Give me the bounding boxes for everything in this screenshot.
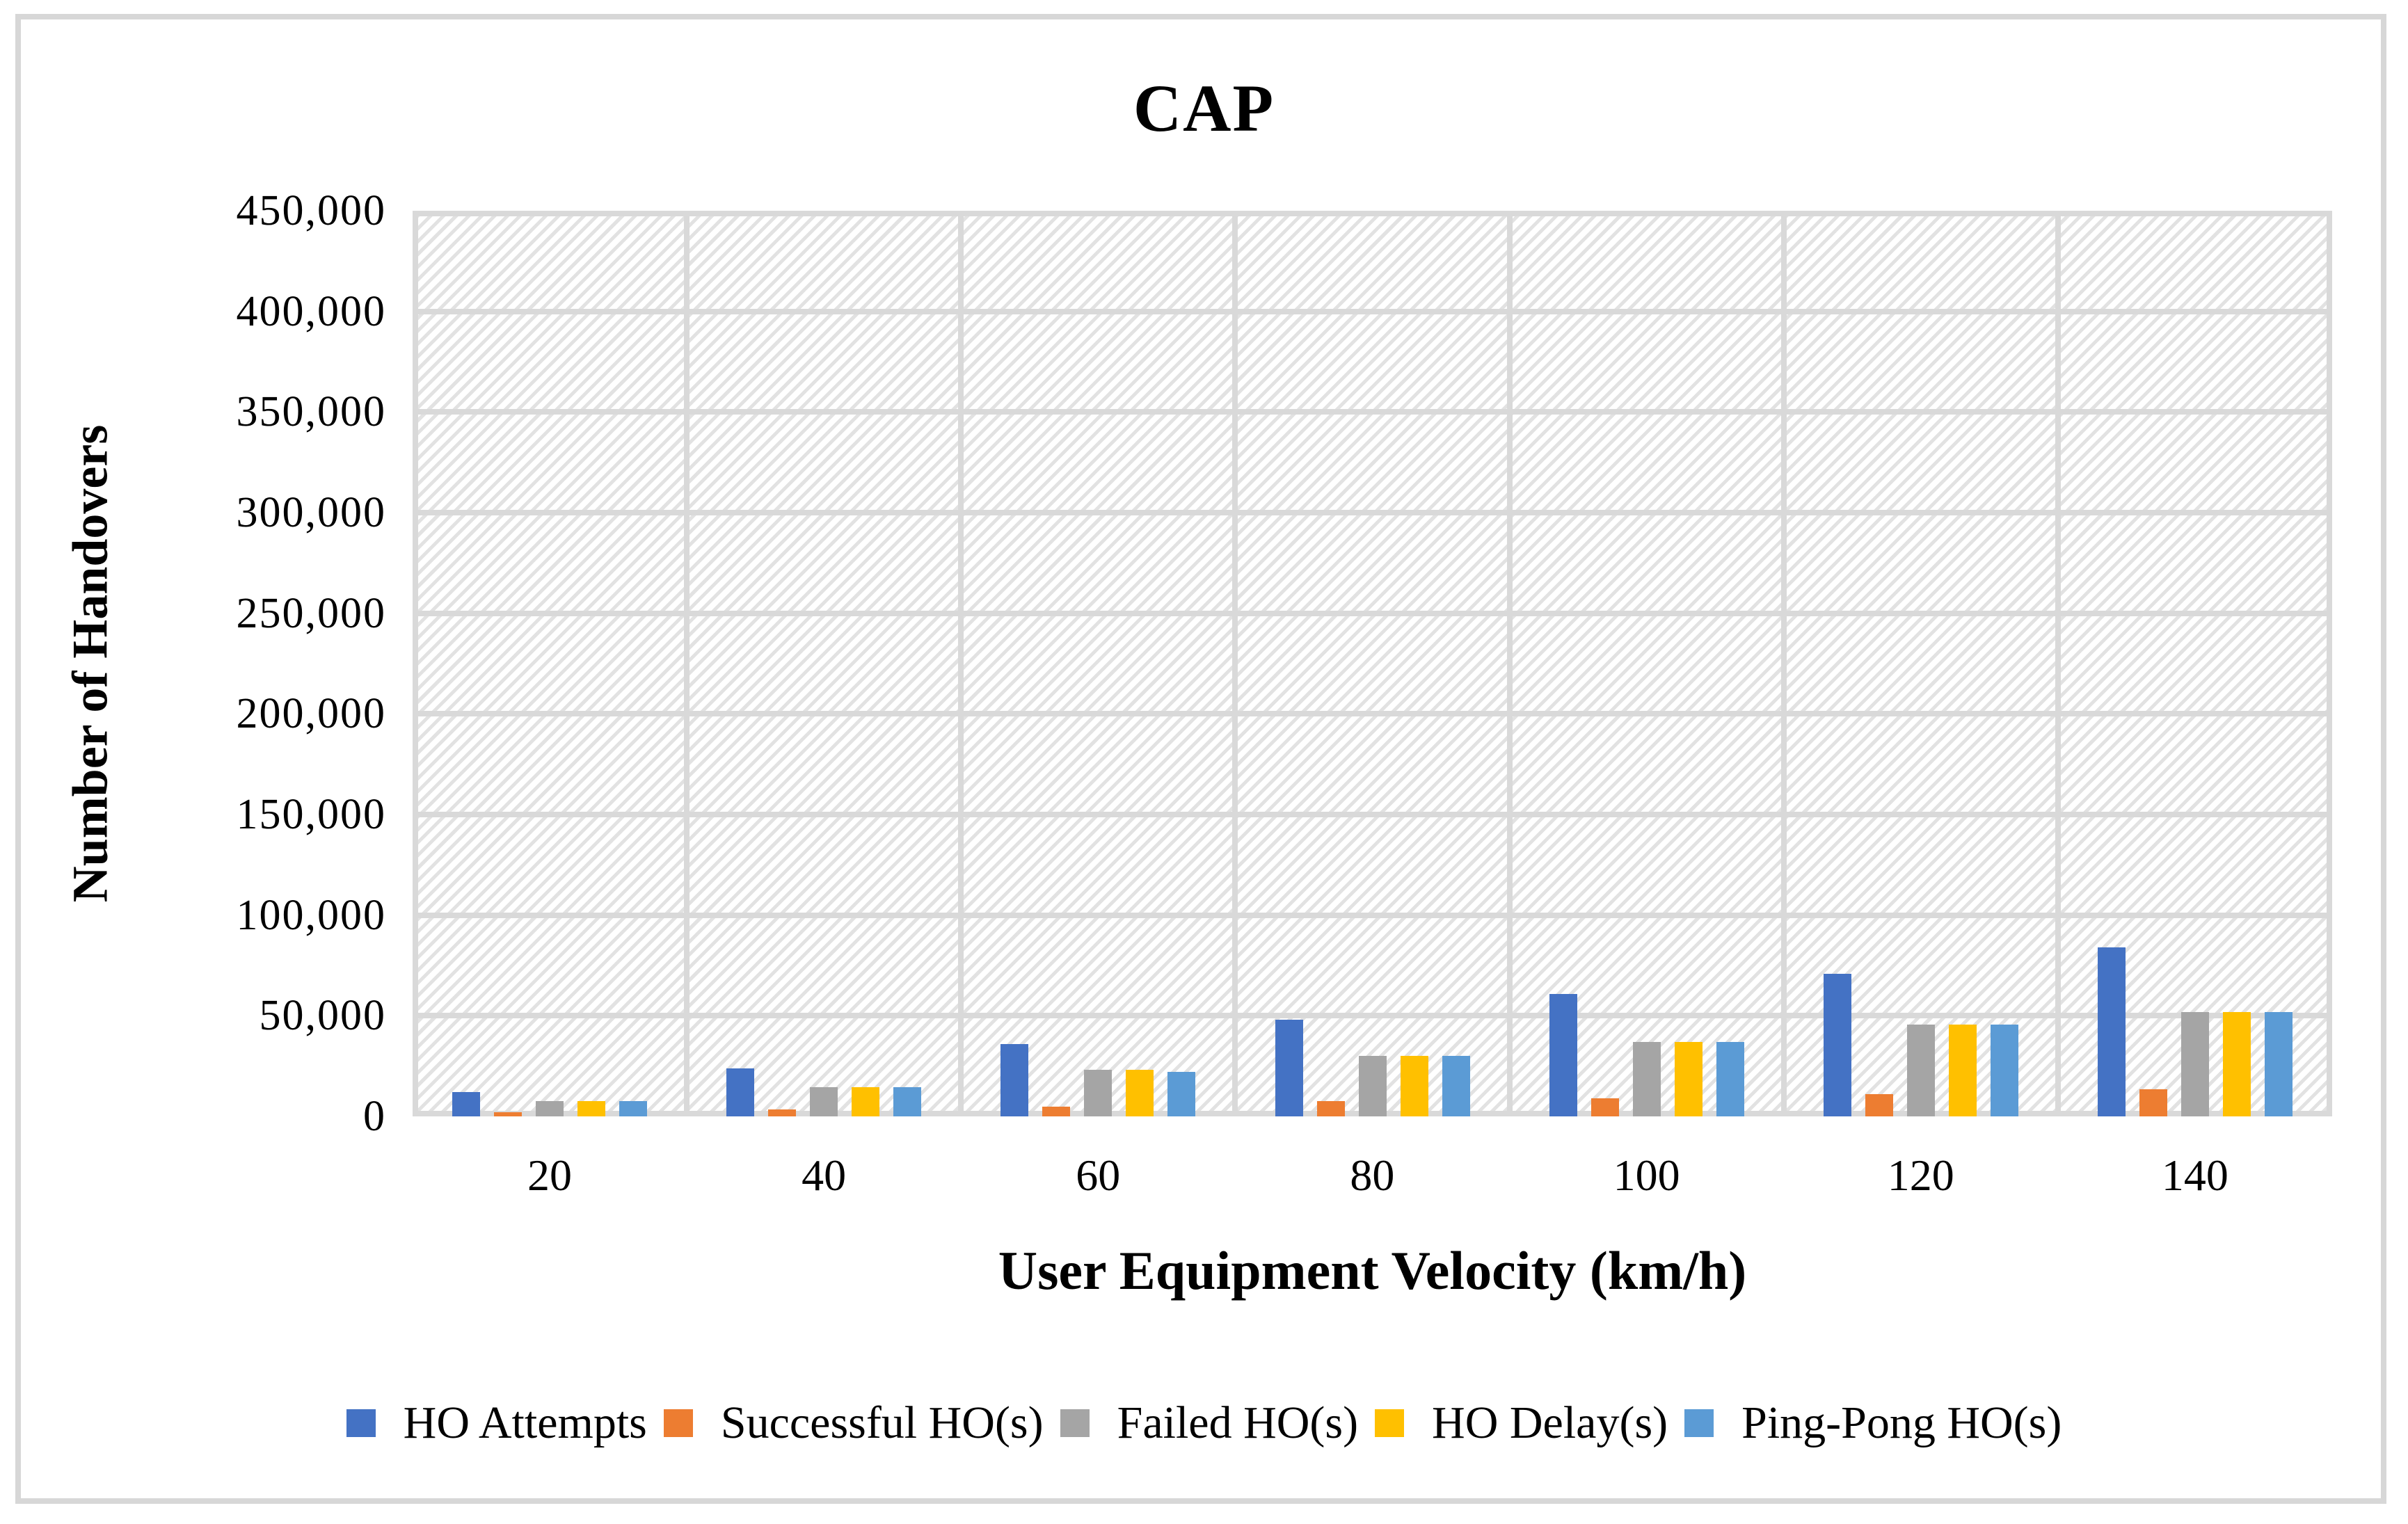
y-tick-label: 100,000 xyxy=(236,891,386,939)
bar-ho-delay-s-140 xyxy=(2222,1012,2251,1116)
plot-area xyxy=(413,211,2332,1116)
gridline-vertical xyxy=(413,211,418,1116)
gridline-vertical xyxy=(684,211,690,1116)
bar-failed-ho-s-80 xyxy=(1358,1056,1387,1116)
x-tick-label: 100 xyxy=(1613,1150,1680,1200)
bar-failed-ho-s-20 xyxy=(536,1101,564,1116)
legend-label: Successful HO(s) xyxy=(720,1397,1044,1448)
bar-successful-ho-s-140 xyxy=(2139,1089,2167,1116)
chart-title: CAP xyxy=(1133,71,1275,145)
gridline-horizontal xyxy=(413,912,2332,918)
bar-ping-pong-ho-s-100 xyxy=(1716,1042,1744,1116)
gridline-vertical xyxy=(2327,211,2332,1116)
legend-swatch-icon xyxy=(663,1409,693,1437)
bar-successful-ho-s-20 xyxy=(494,1112,523,1116)
bar-failed-ho-s-140 xyxy=(2180,1012,2209,1116)
y-tick-label: 200,000 xyxy=(236,690,386,738)
gridline-horizontal xyxy=(413,409,2332,415)
legend: HO Attempts Successful HO(s) Failed HO(s) H… xyxy=(0,1397,2408,1450)
y-tick-label: 400,000 xyxy=(236,287,386,335)
bar-ping-pong-ho-s-40 xyxy=(893,1087,922,1116)
bar-successful-ho-s-40 xyxy=(768,1109,797,1116)
bar-ho-attempts-20 xyxy=(452,1092,481,1116)
x-tick-label: 80 xyxy=(1350,1150,1395,1200)
bar-ho-attempts-140 xyxy=(2097,947,2126,1116)
legend-item: Ping-Pong HO(s) xyxy=(1684,1397,2062,1450)
y-tick-label: 50,000 xyxy=(259,992,386,1040)
bar-ho-attempts-40 xyxy=(726,1068,755,1116)
bar-ping-pong-ho-s-140 xyxy=(2264,1012,2293,1116)
legend-swatch-icon xyxy=(1684,1409,1714,1437)
x-tick-label: 20 xyxy=(527,1150,572,1200)
x-tick-label: 120 xyxy=(1887,1150,1954,1200)
gridline-vertical xyxy=(1232,211,1238,1116)
bar-ho-delay-s-40 xyxy=(852,1087,880,1116)
bar-failed-ho-s-60 xyxy=(1084,1070,1113,1116)
bar-ho-attempts-120 xyxy=(1823,974,1851,1116)
legend-label: Failed HO(s) xyxy=(1117,1397,1359,1448)
gridline-horizontal xyxy=(413,211,2332,216)
gridline-vertical xyxy=(958,211,964,1116)
gridline-horizontal xyxy=(413,1013,2332,1019)
legend-item: Successful HO(s) xyxy=(663,1397,1044,1450)
bar-ho-delay-s-100 xyxy=(1674,1042,1703,1116)
legend-item: HO Attempts xyxy=(346,1397,647,1450)
legend-label: HO Attempts xyxy=(403,1397,647,1448)
legend-label: HO Delay(s) xyxy=(1432,1397,1668,1448)
bar-ho-attempts-80 xyxy=(1275,1020,1303,1116)
bar-ho-delay-s-80 xyxy=(1400,1056,1428,1116)
y-tick-label: 300,000 xyxy=(236,489,386,536)
bar-ho-delay-s-60 xyxy=(1126,1070,1154,1116)
bar-successful-ho-s-60 xyxy=(1042,1107,1071,1116)
legend-swatch-icon xyxy=(1060,1409,1090,1437)
y-tick-label: 350,000 xyxy=(236,388,386,436)
gridline-vertical xyxy=(2055,211,2061,1116)
bar-successful-ho-s-120 xyxy=(1865,1094,1893,1116)
bar-ho-attempts-100 xyxy=(1549,994,1577,1116)
y-tick-label: 450,000 xyxy=(236,187,386,234)
gridline-horizontal xyxy=(413,711,2332,717)
bar-failed-ho-s-120 xyxy=(1906,1025,1935,1116)
legend-swatch-icon xyxy=(346,1409,376,1437)
gridline-horizontal xyxy=(413,610,2332,616)
bar-ping-pong-ho-s-60 xyxy=(1167,1072,1196,1116)
legend-label: Ping-Pong HO(s) xyxy=(1741,1397,2062,1448)
bar-ho-delay-s-120 xyxy=(1948,1025,1977,1116)
bar-ping-pong-ho-s-80 xyxy=(1442,1056,1470,1116)
bar-ho-attempts-60 xyxy=(1000,1044,1029,1116)
gridline-horizontal xyxy=(413,308,2332,314)
legend-item: HO Delay(s) xyxy=(1375,1397,1668,1450)
y-tick-label: 0 xyxy=(363,1093,386,1140)
bar-ping-pong-ho-s-20 xyxy=(619,1101,648,1116)
legend-item: Failed HO(s) xyxy=(1060,1397,1358,1450)
gridline-vertical xyxy=(1780,211,1787,1116)
gridline-vertical xyxy=(1506,211,1513,1116)
x-axis-title: User Equipment Velocity (km/h) xyxy=(998,1240,1747,1301)
bar-successful-ho-s-80 xyxy=(1316,1101,1345,1116)
bar-ho-delay-s-20 xyxy=(577,1101,606,1116)
x-tick-label: 140 xyxy=(2161,1150,2228,1200)
x-tick-label: 40 xyxy=(802,1150,847,1200)
x-tick-label: 60 xyxy=(1076,1150,1121,1200)
bar-failed-ho-s-100 xyxy=(1632,1042,1661,1116)
y-tick-label: 150,000 xyxy=(236,791,386,838)
gridline-horizontal xyxy=(413,510,2332,515)
bar-failed-ho-s-40 xyxy=(810,1087,838,1116)
bar-successful-ho-s-100 xyxy=(1590,1098,1619,1116)
bar-ping-pong-ho-s-120 xyxy=(1990,1025,2018,1116)
gridline-horizontal xyxy=(413,812,2332,817)
legend-swatch-icon xyxy=(1375,1409,1405,1437)
y-tick-label: 250,000 xyxy=(236,589,386,637)
